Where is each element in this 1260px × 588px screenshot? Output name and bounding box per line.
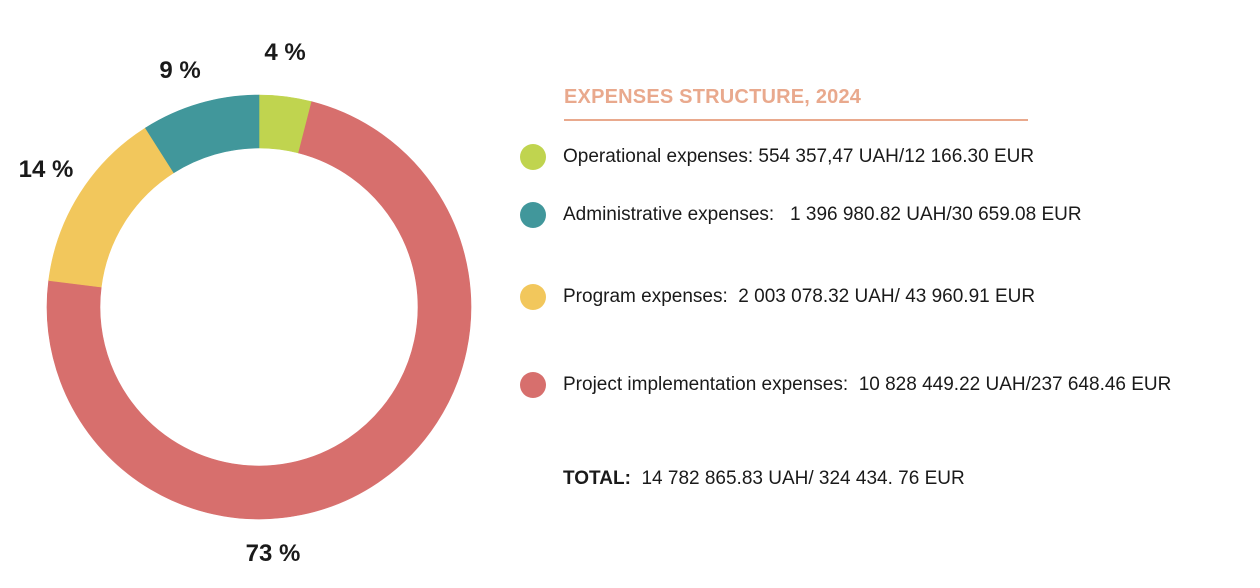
donut-slice-administrative	[144, 94, 260, 174]
legend-label-program: Program expenses: 2 003 078.32 UAH/ 43 9…	[563, 286, 1036, 307]
slice-label-administrative: 9 %	[159, 57, 200, 84]
legend-item-operational: Operational expenses: 554 357,47 UAH/12 …	[520, 143, 1034, 171]
legend-item-program: Program expenses: 2 003 078.32 UAH/ 43 9…	[520, 283, 1035, 311]
total-line: TOTAL: 14 782 865.83 UAH/ 324 434. 76 EU…	[563, 468, 965, 490]
operational-color-swatch	[520, 144, 546, 170]
donut-slices	[46, 94, 472, 520]
slice-labels: 4 % 9 % 14 % 73 %	[19, 39, 306, 567]
legend-label-project: Project implementation expenses: 10 828 …	[563, 374, 1172, 395]
project-color-swatch	[520, 372, 546, 398]
total-value: 14 782 865.83 UAH/ 324 434. 76 EUR	[641, 468, 965, 489]
administrative-color-swatch	[520, 202, 546, 228]
slice-label-project: 73 %	[246, 540, 301, 567]
program-color-swatch	[520, 284, 546, 310]
slice-label-program: 14 %	[19, 156, 74, 183]
chart-title: EXPENSES STRUCTURE, 2024	[564, 86, 862, 108]
total-label: TOTAL:	[563, 468, 631, 489]
legend-item-project: Project implementation expenses: 10 828 …	[520, 371, 1171, 399]
donut-slice-project	[46, 101, 472, 520]
legend-label-operational: Operational expenses: 554 357,47 UAH/12 …	[563, 146, 1035, 167]
legend-item-administrative: Administrative expenses: 1 396 980.82 UA…	[520, 201, 1082, 229]
donut-chart: 4 % 9 % 14 % 73 %	[19, 39, 472, 567]
slice-label-operational: 4 %	[264, 39, 305, 66]
title-divider	[564, 119, 1028, 121]
donut-slice-program	[48, 127, 175, 288]
legend-label-administrative: Administrative expenses: 1 396 980.82 UA…	[563, 204, 1082, 225]
legend: EXPENSES STRUCTURE, 2024 Operational exp…	[520, 0, 1260, 588]
